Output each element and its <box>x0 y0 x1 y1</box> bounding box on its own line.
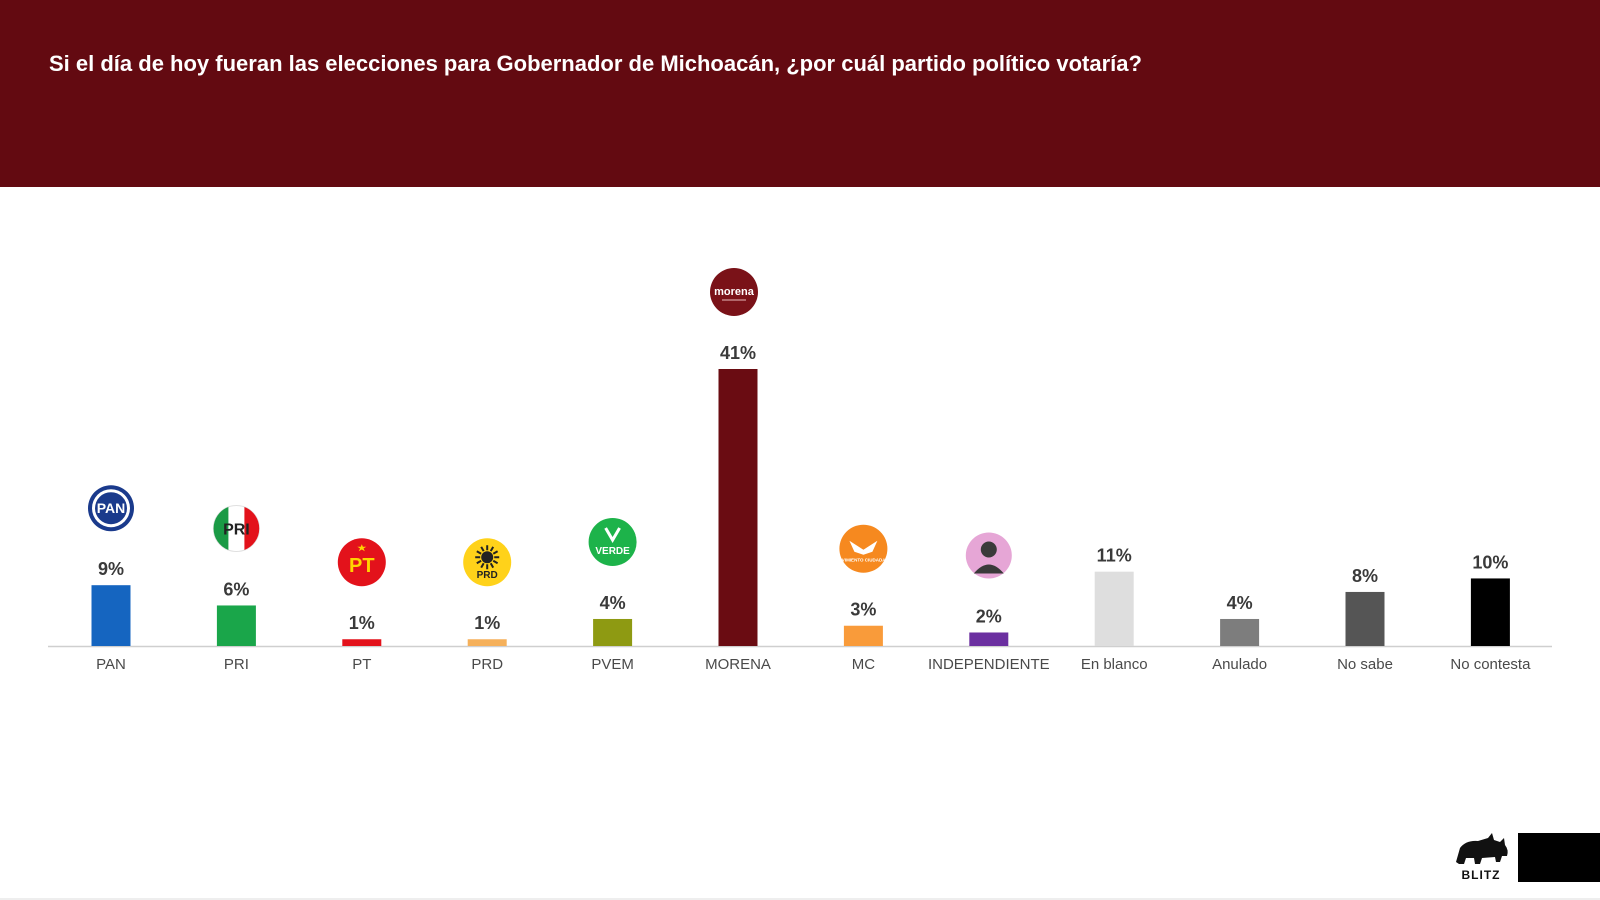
x-tick-label: PRD <box>471 656 503 673</box>
bar-anulado <box>1220 618 1260 646</box>
bar-no-sabe <box>1345 591 1385 646</box>
bar-value-label: 3% <box>850 600 876 620</box>
verde-logo-icon: VERDE <box>588 517 637 566</box>
svg-text:morena: morena <box>714 286 755 298</box>
prd-logo-icon: PRD <box>463 538 512 587</box>
svg-text:PAN: PAN <box>97 500 126 516</box>
black-box <box>1518 833 1600 882</box>
mc-logo-icon: MOVIMIENTO CIUDADANO <box>835 524 893 573</box>
bar-pvem <box>593 618 633 646</box>
bar-value-label: 4% <box>1227 593 1253 613</box>
x-tick-label: No contesta <box>1450 656 1531 673</box>
bar-pan <box>91 585 131 646</box>
x-tick-label: MORENA <box>705 656 771 673</box>
bar-value-label: 1% <box>474 613 500 633</box>
bar-en-blanco <box>1094 571 1134 646</box>
bar-mc <box>843 625 883 646</box>
bar-prd <box>467 639 507 646</box>
svg-text:MOVIMIENTO CIUDADANO: MOVIMIENTO CIUDADANO <box>835 558 893 563</box>
morena-logo-icon: morena <box>710 268 758 316</box>
bar-pri <box>216 605 256 646</box>
bar-value-label: 11% <box>1097 546 1132 566</box>
header-banner: Si el día de hoy fueran las elecciones p… <box>0 0 1600 187</box>
bar-value-label: 2% <box>976 606 1002 626</box>
bar-value-label: 4% <box>600 593 626 613</box>
x-tick-label: PRI <box>224 656 249 673</box>
rhino-icon <box>1456 833 1508 864</box>
bar-value-label: 6% <box>223 579 249 599</box>
bar-independiente <box>969 632 1009 646</box>
x-tick-label: En blanco <box>1081 656 1148 673</box>
svg-text:PT: PT <box>349 555 375 577</box>
pt-logo-icon: PT <box>337 538 386 587</box>
brand-logo: BLITZ <box>1452 832 1510 884</box>
x-tick-label: INDEPENDIENTE <box>928 656 1050 673</box>
bar-value-label: 1% <box>349 613 375 633</box>
divider <box>0 898 1600 900</box>
svg-text:PRI: PRI <box>223 521 250 538</box>
bar-no-contesta <box>1470 578 1510 646</box>
x-tick-label: PAN <box>96 656 126 673</box>
independiente-person-icon <box>965 532 1012 579</box>
page-title: Si el día de hoy fueran las elecciones p… <box>49 51 1142 76</box>
svg-text:VERDE: VERDE <box>595 546 630 557</box>
bar-morena <box>718 369 758 646</box>
x-tick-label: PT <box>352 656 371 673</box>
bar-value-label: 9% <box>98 559 124 579</box>
pan-logo-icon: PAN <box>88 485 134 532</box>
x-tick-label: PVEM <box>591 656 634 673</box>
x-tick-label: Anulado <box>1212 656 1267 673</box>
bar-value-label: 8% <box>1352 566 1378 586</box>
bar-value-label: 10% <box>1472 552 1508 572</box>
pri-logo-icon: PRI <box>212 504 260 552</box>
svg-text:PRD: PRD <box>477 570 498 581</box>
x-tick-label: No sabe <box>1337 656 1393 673</box>
x-tick-label: MC <box>852 656 875 673</box>
bar-value-label: 41% <box>720 343 756 363</box>
brand-name: BLITZ <box>1461 868 1501 882</box>
bar-pt <box>342 639 382 646</box>
